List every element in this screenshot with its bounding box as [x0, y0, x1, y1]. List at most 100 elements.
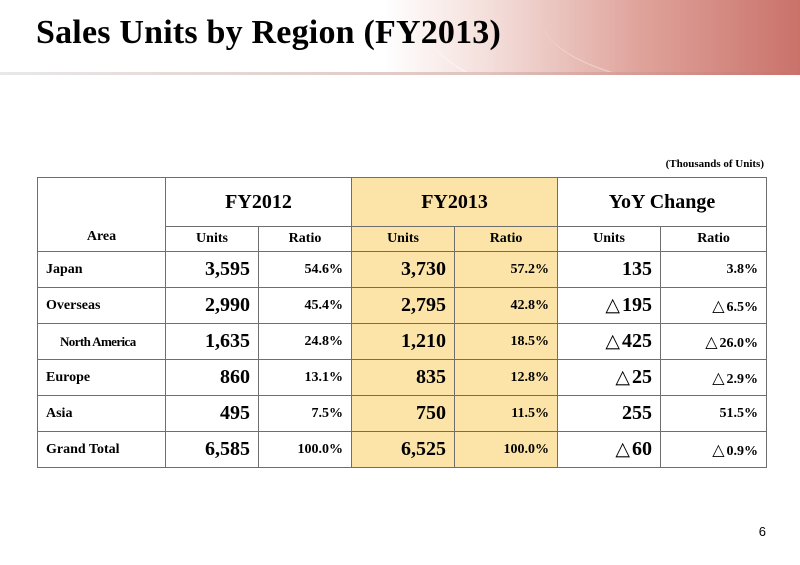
sales-units-table: Area FY2012 FY2013 YoY Change Units Rati…	[37, 177, 768, 468]
fy2012-units-cell: 6,585	[165, 431, 259, 468]
subheader-yoy-ratio: Ratio	[660, 226, 768, 252]
unit-note: (Thousands of Units)	[665, 158, 764, 170]
slide-header: Sales Units by Region (FY2013)	[0, 0, 800, 74]
fy2013-units-cell-value: 750	[416, 402, 447, 424]
yoy-ratio-cell-value: 0.9%	[726, 443, 759, 459]
fy2012-units-cell: 3,595	[165, 251, 259, 288]
fy2013-units-cell: 1,210	[351, 323, 456, 360]
decrease-triangle-icon: △	[615, 367, 631, 388]
table-row: Europe 860 13.1% 835 12.8% △ 25 △ 2.9%	[37, 359, 768, 396]
fy2012-ratio-cell: 13.1%	[257, 359, 353, 396]
decrease-triangle-icon: △	[605, 331, 621, 352]
table-row: Overseas 2,990 45.4% 2,795 42.8% △ 195 △ 6.5%	[37, 287, 768, 324]
fy2013-ratio-cell: 18.5%	[454, 323, 559, 360]
fy2013-units-cell: 750	[351, 395, 456, 432]
fy2013-units-cell-value: 835	[416, 366, 447, 388]
yoy-units-cell: △ 195	[557, 287, 662, 324]
fy2012-units-cell-value: 2,990	[205, 294, 250, 316]
yoy-ratio-cell: △ 6.5%	[660, 287, 768, 324]
yoy-ratio-cell-value: 6.5%	[726, 299, 759, 315]
area-header: Area	[37, 177, 166, 252]
subheader-fy2012-units: Units	[165, 226, 259, 252]
group-header-yoy-change: YoY Change	[557, 177, 768, 227]
fy2012-units-cell-value: 495	[220, 402, 250, 424]
fy2012-ratio-cell: 24.8%	[257, 323, 353, 360]
fy2013-units-cell: 2,795	[351, 287, 456, 324]
yoy-units-cell-value: 255	[622, 402, 653, 424]
area-cell-value: Europe	[46, 369, 91, 385]
fy2013-ratio-cell: 11.5%	[454, 395, 559, 432]
fy2013-units-cell: 3,730	[351, 251, 456, 288]
yoy-ratio-cell-value: 3.8%	[726, 261, 759, 277]
yoy-ratio-cell: △ 0.9%	[660, 431, 768, 468]
fy2013-units-cell-value: 3,730	[401, 258, 447, 280]
decrease-triangle-icon: △	[705, 333, 718, 351]
fy2012-ratio-cell: 54.6%	[257, 251, 353, 288]
area-cell: Asia	[37, 395, 166, 432]
fy2013-ratio-cell-value: 11.5%	[511, 405, 550, 421]
yoy-ratio-cell: 3.8%	[660, 251, 768, 288]
fy2012-ratio-cell-value: 45.4%	[304, 297, 344, 313]
fy2012-units-cell-value: 1,635	[205, 330, 250, 352]
fy2012-ratio-cell-value: 13.1%	[304, 369, 344, 385]
area-cell: Japan	[37, 251, 166, 288]
fy2012-ratio-cell-value: 24.8%	[304, 333, 344, 349]
fy2013-ratio-cell: 42.8%	[454, 287, 559, 324]
yoy-units-cell: △ 425	[557, 323, 662, 360]
fy2013-ratio-cell-value: 42.8%	[510, 297, 550, 313]
fy2013-ratio-cell-value: 12.8%	[510, 369, 550, 385]
yoy-units-cell-value: 425	[622, 330, 653, 352]
fy2013-units-cell: 6,525	[351, 431, 456, 468]
subheader-fy2013-ratio: Ratio	[454, 226, 559, 252]
area-cell-value: Overseas	[46, 297, 101, 313]
area-cell-value: Asia	[46, 405, 73, 421]
area-cell: North America	[37, 323, 166, 360]
fy2012-units-cell: 860	[165, 359, 259, 396]
fy2013-units-cell-value: 6,525	[401, 438, 447, 460]
page-number: 6	[758, 524, 766, 539]
fy2012-ratio-cell-value: 100.0%	[297, 441, 344, 457]
subheader-yoy-units: Units	[557, 226, 662, 252]
fy2013-ratio-cell: 57.2%	[454, 251, 559, 288]
yoy-units-cell: △ 60	[557, 431, 662, 468]
area-cell: Grand Total	[37, 431, 166, 468]
subheader-fy2012-ratio: Ratio	[257, 226, 353, 252]
fy2012-units-cell: 2,990	[165, 287, 259, 324]
fy2013-units-cell: 835	[351, 359, 456, 396]
yoy-units-cell: 135	[557, 251, 662, 288]
fy2012-ratio-cell-value: 7.5%	[311, 405, 344, 421]
fy2013-units-cell-value: 1,210	[401, 330, 447, 352]
decrease-triangle-icon: △	[712, 441, 725, 459]
decrease-triangle-icon: △	[712, 297, 725, 315]
area-cell-value: Japan	[46, 261, 83, 277]
fy2012-ratio-cell-value: 54.6%	[304, 261, 344, 277]
fy2012-units-cell-value: 3,595	[205, 258, 250, 280]
fy2013-ratio-cell-value: 100.0%	[503, 441, 550, 457]
table-row: North America 1,635 24.8% 1,210 18.5% △ 425 △ 26…	[37, 323, 768, 360]
fy2013-ratio-cell-value: 18.5%	[510, 333, 550, 349]
slide-title: Sales Units by Region (FY2013)	[36, 14, 502, 51]
table-row: Grand Total 6,585 100.0% 6,525 100.0% △ 60 △ 0.9…	[37, 431, 768, 468]
yoy-ratio-cell: △ 2.9%	[660, 359, 768, 396]
fy2013-ratio-cell-value: 57.2%	[510, 261, 550, 277]
decrease-triangle-icon: △	[712, 369, 725, 387]
area-cell: Overseas	[37, 287, 166, 324]
subheader-fy2013-units: Units	[351, 226, 456, 252]
header-divider	[0, 72, 800, 75]
yoy-units-cell-value: 25	[632, 366, 653, 388]
decrease-triangle-icon: △	[605, 295, 621, 316]
area-cell: Europe	[37, 359, 166, 396]
yoy-ratio-cell-value: 2.9%	[726, 371, 759, 387]
table-body: Japan 3,595 54.6% 3,730 57.2% 135 3.8% Overseas…	[37, 251, 768, 468]
yoy-ratio-cell-value: 26.0%	[719, 335, 759, 351]
yoy-units-cell: △ 25	[557, 359, 662, 396]
fy2013-units-cell-value: 2,795	[401, 294, 447, 316]
group-header-fy2013: FY2013	[351, 177, 559, 227]
table-row: Japan 3,595 54.6% 3,730 57.2% 135 3.8%	[37, 251, 768, 288]
yoy-ratio-cell: 51.5%	[660, 395, 768, 432]
fy2012-ratio-cell: 45.4%	[257, 287, 353, 324]
fy2012-units-cell-value: 860	[220, 366, 250, 388]
area-cell-value: Grand Total	[46, 441, 120, 457]
fy2012-ratio-cell: 100.0%	[257, 431, 353, 468]
fy2013-ratio-cell: 12.8%	[454, 359, 559, 396]
